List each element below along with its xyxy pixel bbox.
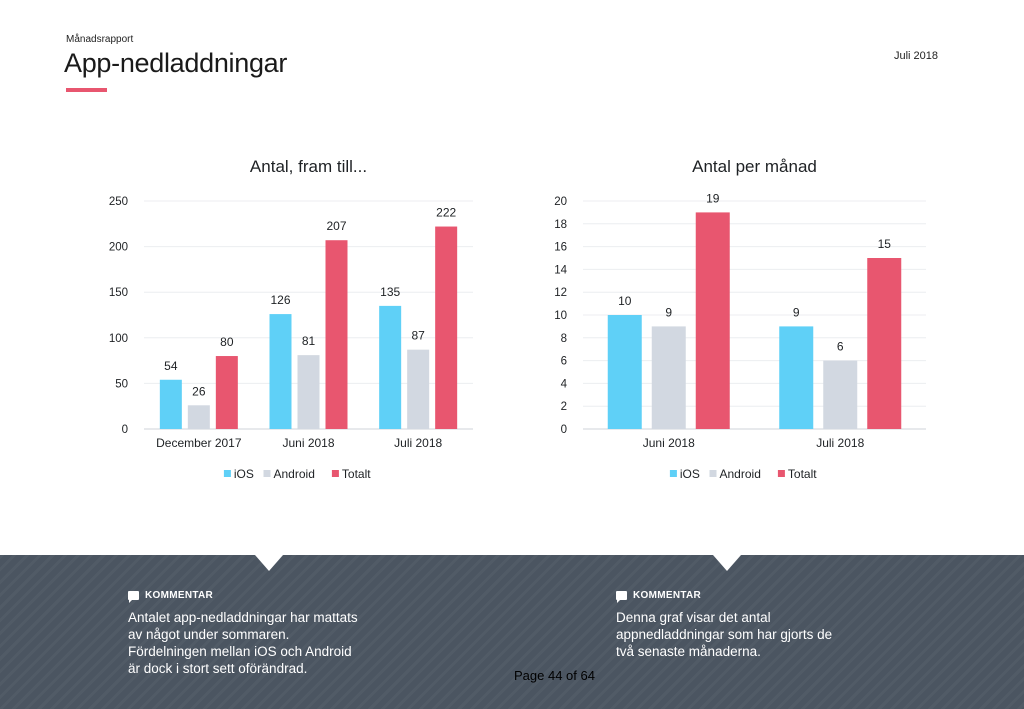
legend-swatch-ios <box>223 470 231 477</box>
monthly-downloads-chart: Antal per månad 0 2 4 6 8 10 12 14 16 18 20 10 9 19 Jun… <box>536 150 936 495</box>
legend-label: iOS <box>680 467 700 481</box>
report-label: Månadsrapport <box>66 34 134 45</box>
data-label: 126 <box>270 293 290 307</box>
x-tick-label: Juli 2018 <box>816 436 864 450</box>
data-label: 19 <box>706 191 720 205</box>
x-tick-label: Juli 2018 <box>394 436 442 450</box>
bar-android <box>651 326 686 429</box>
data-label: 81 <box>302 334 316 348</box>
legend-swatch-ios <box>669 470 677 477</box>
comment-line: appnedladdningar som har gjorts de <box>616 627 833 642</box>
page-number: Page 44 of 64 <box>514 668 595 683</box>
speech-bubble-icon <box>616 591 627 603</box>
y-tick-label: 16 <box>554 242 567 254</box>
bar-totalt <box>867 258 902 429</box>
comment-heading-text: KOMMENTAR <box>633 590 702 601</box>
bar-android <box>187 405 210 429</box>
legend-label: Android <box>720 467 761 481</box>
bar-ios <box>159 379 182 429</box>
page-title: App-nedladdningar <box>64 48 288 78</box>
data-label: 87 <box>411 329 425 343</box>
data-label: 9 <box>665 305 672 319</box>
data-label: 10 <box>618 294 632 308</box>
cumulative-downloads-chart: Antal, fram till... 0 50 100 150 200 250 54 26 80… <box>96 150 476 495</box>
bar-ios <box>379 305 402 429</box>
legend-label: iOS <box>234 467 254 481</box>
y-tick-label: 2 <box>561 401 567 413</box>
comment-heading-text: KOMMENTAR <box>145 590 214 601</box>
comment-line: är dock i stort sett oförändrad. <box>128 661 308 676</box>
comment-line: Antalet app-nedladdningar har mattats <box>128 610 358 625</box>
comment-text: Denna graf visar det antal appnedladdnin… <box>616 609 876 660</box>
footer-notch-left <box>255 555 283 571</box>
y-tick-label: 20 <box>554 196 567 208</box>
monthly-downloads-svg: Antal per månad 0 2 4 6 8 10 12 14 16 18 20 10 9 19 Jun… <box>554 157 926 481</box>
y-tick-label: 10 <box>554 310 567 322</box>
y-tick-label: 0 <box>122 424 128 436</box>
data-label: 26 <box>192 384 206 398</box>
comment-footer <box>0 555 1024 709</box>
comment-line: två senaste månaderna. <box>616 644 761 659</box>
data-label: 135 <box>380 285 400 299</box>
legend-swatch-android <box>263 470 271 477</box>
comment-line: Fördelningen mellan iOS och Android <box>128 644 352 659</box>
report-date: Juli 2018 <box>893 50 938 62</box>
y-tick-label: 50 <box>115 378 128 390</box>
data-label: 222 <box>436 206 456 220</box>
legend-label: Totalt <box>788 467 817 481</box>
y-tick-label: 12 <box>554 287 567 299</box>
comment-line: Denna graf visar det antal <box>616 610 771 625</box>
y-tick-label: 200 <box>109 242 128 254</box>
data-label: 6 <box>837 340 844 354</box>
comment-left: KOMMENTAR Antalet app-nedladdningar har … <box>128 590 388 677</box>
bar-android <box>297 355 320 429</box>
bar-totalt <box>325 240 348 429</box>
comment-right: KOMMENTAR Denna graf visar det antal app… <box>616 590 876 660</box>
data-label: 80 <box>220 335 234 349</box>
bar-ios <box>269 314 292 429</box>
legend-swatch-android <box>709 470 717 477</box>
legend-swatch-totalt <box>777 470 785 477</box>
data-label: 54 <box>164 359 178 373</box>
data-label: 15 <box>878 237 892 251</box>
x-tick-label: Juni 2018 <box>643 436 695 450</box>
bar-ios <box>779 326 814 429</box>
bar-android <box>407 349 430 429</box>
chart-title: Antal, fram till... <box>250 157 367 176</box>
bar-totalt <box>215 356 238 429</box>
bar-totalt <box>435 226 458 429</box>
x-tick-label: December 2017 <box>156 436 242 450</box>
x-tick-label: Juni 2018 <box>282 436 334 450</box>
legend-label: Totalt <box>342 467 371 481</box>
y-tick-label: 250 <box>109 196 128 208</box>
legend-swatch-totalt <box>331 470 339 477</box>
comment-text: Antalet app-nedladdningar har mattats av… <box>128 609 388 677</box>
legend-label: Android <box>274 467 315 481</box>
y-tick-label: 18 <box>554 219 567 231</box>
title-underline <box>66 88 107 92</box>
speech-bubble-icon <box>128 591 139 603</box>
y-tick-label: 8 <box>561 333 567 345</box>
y-tick-label: 14 <box>554 264 567 276</box>
comment-heading: KOMMENTAR <box>128 590 388 603</box>
comment-line: av något under sommaren. <box>128 627 290 642</box>
y-tick-label: 0 <box>561 424 567 436</box>
y-tick-label: 150 <box>109 287 128 299</box>
bar-android <box>823 360 858 429</box>
y-tick-label: 4 <box>561 378 568 390</box>
footer-notch-right <box>713 555 741 571</box>
data-label: 207 <box>326 219 346 233</box>
chart-title: Antal per månad <box>692 157 817 176</box>
bar-ios <box>607 315 642 429</box>
bar-totalt <box>695 212 730 429</box>
data-label: 9 <box>793 305 800 319</box>
y-tick-label: 100 <box>109 333 128 345</box>
y-tick-label: 6 <box>561 356 567 368</box>
comment-heading: KOMMENTAR <box>616 590 876 603</box>
cumulative-downloads-svg: Antal, fram till... 0 50 100 150 200 250 54 26 80… <box>109 157 473 481</box>
